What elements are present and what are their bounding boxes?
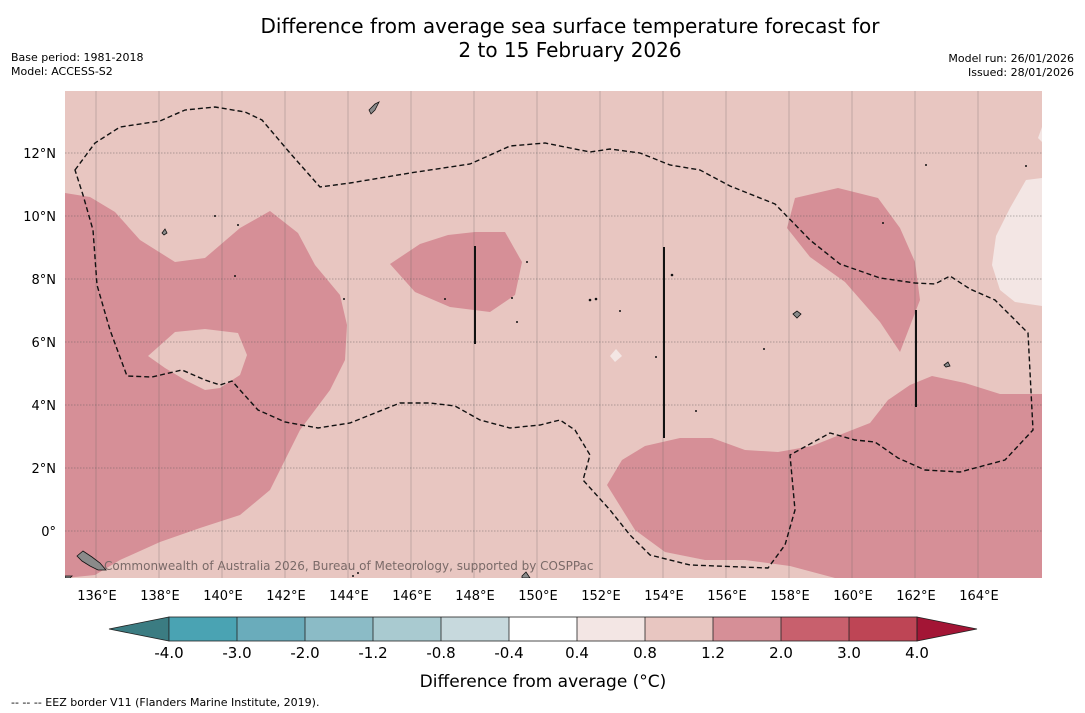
island-sw-corner (65, 575, 73, 578)
islands (65, 101, 951, 578)
lat-label: 0° (41, 525, 56, 540)
lat-label: 12°N (23, 147, 56, 162)
colorbar-segment (509, 617, 577, 641)
map-area: Commonwealth of Australia 2026, Bureau o… (65, 91, 1042, 578)
lon-label: 158°E (770, 589, 810, 604)
colorbar-tick-labels: -4.0 -3.0 -2.0 -1.2 -0.8 -0.4 0.4 0.8 1.… (154, 644, 929, 662)
island-guam (368, 101, 380, 115)
colorbar-tick: -0.4 (494, 644, 523, 662)
lat-label: 8°N (32, 273, 57, 288)
colorbar-tick: -0.8 (426, 644, 455, 662)
colorbar-tick: 3.0 (837, 644, 861, 662)
colorbar-segment (237, 617, 305, 641)
lon-label: 140°E (203, 589, 243, 604)
colorbar-segment (645, 617, 713, 641)
meridian-gridlines (95, 91, 979, 578)
lon-label: 148°E (455, 589, 495, 604)
island-new-guinea-south (521, 571, 531, 578)
marker-lines (474, 246, 917, 438)
anomaly-region-east-light (992, 178, 1042, 306)
colorbar-segment (441, 617, 509, 641)
eez-border (74, 106, 1034, 569)
model-name: Model: ACCESS-S2 (11, 65, 113, 78)
anomaly-region-southeast (607, 376, 1042, 578)
lon-label: 146°E (392, 589, 432, 604)
anomaly-hole-west (148, 329, 247, 390)
colorbar (108, 616, 978, 642)
colorbar-tick: 1.2 (701, 644, 725, 662)
lon-label: 142°E (266, 589, 306, 604)
lon-label: 136°E (77, 589, 117, 604)
colorbar-segment (849, 617, 917, 641)
colorbar-segment (781, 617, 849, 641)
colorbar-tick: 4.0 (905, 644, 929, 662)
lon-label: 150°E (518, 589, 558, 604)
colorbar-tick: -4.0 (154, 644, 183, 662)
colorbar-tick: -3.0 (222, 644, 251, 662)
colorbar-segment (713, 617, 781, 641)
base-period: Base period: 1981-2018 (11, 51, 144, 64)
colorbar-tick: 2.0 (769, 644, 793, 662)
colorbar-extend-right (916, 616, 978, 642)
island-new-guinea-west (76, 550, 107, 571)
lat-label: 2°N (32, 462, 57, 477)
lon-label: 164°E (959, 589, 999, 604)
island-pohnpei (792, 310, 802, 319)
colorbar-tick: 0.4 (565, 644, 589, 662)
model-run: Model run: 26/01/2026 (948, 52, 1074, 65)
attribution-text: Commonwealth of Australia 2026, Bureau o… (104, 559, 594, 573)
lat-label: 6°N (32, 336, 57, 351)
lon-label: 156°E (707, 589, 747, 604)
anomaly-sliver-east (1038, 127, 1042, 142)
anomaly-spot-small (610, 349, 622, 362)
meta-left: Base period: 1981-2018 Model: ACCESS-S2 (11, 51, 143, 79)
chart-title: Difference from average sea surface temp… (0, 14, 1085, 62)
latitude-labels: 12°N 10°N 8°N 6°N 4°N 2°N 0° (23, 147, 56, 540)
lon-label: 152°E (581, 589, 621, 604)
lon-label: 138°E (140, 589, 180, 604)
colorbar-title: Difference from average (°C) (420, 672, 667, 692)
longitude-labels: 136°E 138°E 140°E 142°E 144°E 146°E 148°… (77, 589, 999, 604)
anomaly-region-northeast (787, 188, 920, 352)
eez-footnote: -- -- -- EEZ border V11 (Flanders Marine… (11, 696, 320, 709)
title-line-2: 2 to 15 February 2026 (458, 38, 682, 62)
colorbar-segment (305, 617, 373, 641)
lon-label: 162°E (896, 589, 936, 604)
colorbar-tick: 0.8 (633, 644, 657, 662)
colorbar-segment (169, 617, 237, 641)
meta-right: Model run: 26/01/2026 Issued: 28/01/2026 (948, 52, 1074, 80)
lon-label: 160°E (833, 589, 873, 604)
title-line-1: Difference from average sea surface temp… (260, 14, 880, 38)
colorbar-tick: -2.0 (290, 644, 319, 662)
lon-label: 154°E (644, 589, 684, 604)
colorbar-segment (577, 617, 645, 641)
lon-label: 144°E (329, 589, 369, 604)
atolls (214, 164, 1027, 577)
colorbar-segment (373, 617, 441, 641)
colorbar-tick: -1.2 (358, 644, 387, 662)
lat-label: 10°N (23, 210, 56, 225)
anomaly-region-central (390, 232, 522, 312)
island-west (161, 228, 168, 236)
colorbar-extend-left (108, 616, 170, 642)
issued-date: Issued: 28/01/2026 (967, 66, 1074, 79)
lat-label: 4°N (32, 399, 57, 414)
parallel-gridlines (65, 152, 1042, 532)
island-east (943, 361, 951, 368)
